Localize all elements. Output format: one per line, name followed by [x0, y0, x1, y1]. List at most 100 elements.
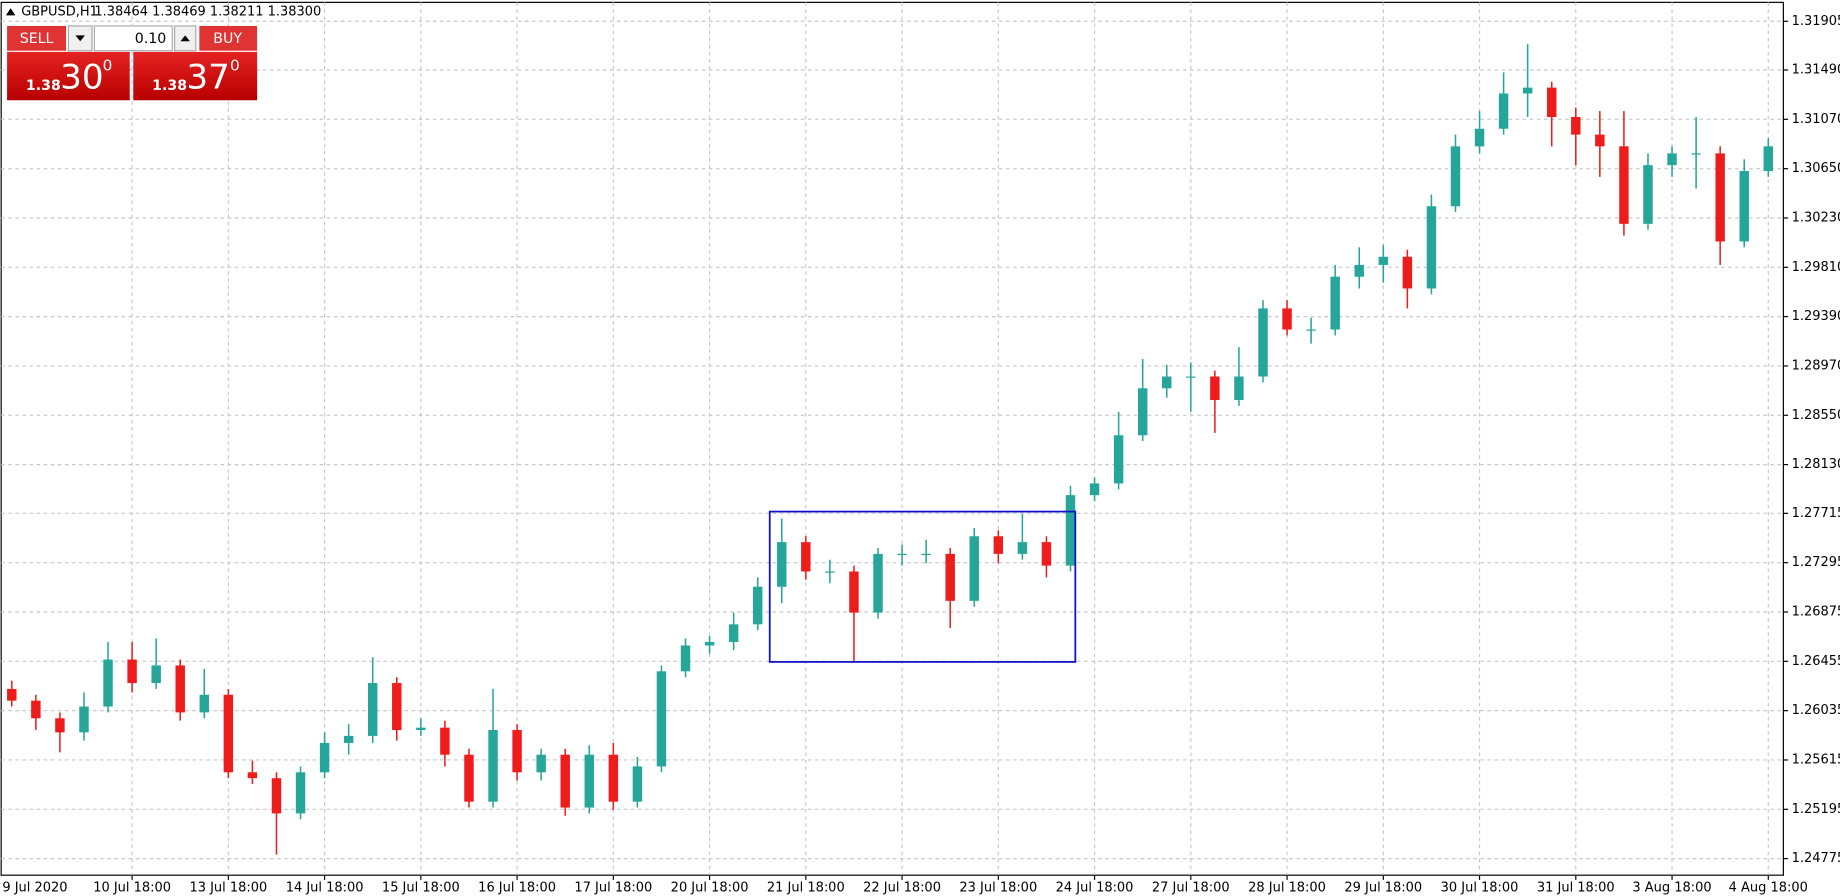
buy-button[interactable] [199, 25, 258, 51]
y-tick-label: 1.28130 [1792, 457, 1840, 472]
candle-body [1113, 435, 1124, 484]
sell-button[interactable] [7, 25, 67, 51]
volume-value: 0.10 [135, 31, 166, 47]
candle-body [945, 553, 955, 601]
candle-body [1667, 153, 1677, 166]
candle-body [1282, 308, 1292, 330]
quote: 1.38464 1.38469 1.38211 1.38300 [94, 4, 321, 19]
bid-prefix: 1.38 [26, 78, 61, 94]
candle-body [79, 706, 89, 733]
x-tick-label: 4 Aug 18:00 [1729, 881, 1808, 896]
candle-body [704, 641, 715, 646]
y-tick-label: 1.31070 [1792, 112, 1840, 127]
y-tick-label: 1.27715 [1792, 506, 1840, 521]
candle-body [1210, 376, 1220, 401]
candle-body [1137, 388, 1148, 436]
candle-body [7, 688, 17, 701]
candle-body [632, 766, 643, 802]
candle-body [440, 727, 450, 755]
x-tick-label: 3 Aug 18:00 [1632, 881, 1711, 896]
y-tick-label: 1.26875 [1792, 604, 1840, 619]
x-tick-label: 21 Jul 18:00 [767, 881, 845, 896]
candle-body [1619, 146, 1629, 224]
candle-body [1763, 146, 1774, 172]
buy-label: BUY [213, 31, 242, 47]
candle-body [151, 665, 161, 684]
x-tick-label: 15 Jul 18:00 [382, 881, 460, 896]
candle-body [921, 553, 931, 556]
ask-box[interactable] [133, 51, 258, 101]
candle-body [825, 571, 835, 573]
candles [7, 44, 1774, 855]
y-tick-label: 1.29810 [1792, 260, 1840, 275]
x-tick-label: 28 Jul 18:00 [1248, 881, 1326, 896]
candle-body [1595, 134, 1605, 147]
candle-body [1426, 206, 1437, 289]
trade-panel: SELL 0.10 BUY 1.38 30 0 1.38 37 0 [7, 25, 258, 101]
y-tick-label: 1.25615 [1792, 752, 1840, 767]
y-tick-label: 1.28550 [1792, 408, 1840, 423]
candle-body [752, 586, 763, 625]
candle-body [1402, 256, 1413, 289]
candle-body [512, 730, 522, 773]
bid-box[interactable] [7, 51, 130, 101]
ask-sup: 0 [230, 57, 240, 75]
y-tick-label: 1.25195 [1792, 802, 1840, 817]
candle-body [127, 659, 137, 684]
x-tick-label: 27 Jul 18:00 [1152, 881, 1230, 896]
y-tick-label: 1.30650 [1792, 161, 1840, 176]
candle-body [1571, 116, 1581, 135]
bid-big: 30 [60, 58, 104, 98]
candle-body [175, 665, 185, 713]
y-tick-label: 1.28970 [1792, 358, 1840, 373]
up-arrow [180, 35, 190, 42]
plot-area [0, 1, 1784, 876]
volume-input[interactable] [93, 25, 173, 52]
y-tick-label: 1.31905 [1792, 14, 1840, 29]
candle-body [392, 683, 402, 731]
x-tick-label: 31 Jul 18:00 [1537, 881, 1615, 896]
candle-body [1041, 542, 1052, 566]
bid-sup: 0 [103, 57, 113, 75]
candle-body [873, 553, 883, 613]
candle-body [55, 718, 65, 733]
candle-body [656, 671, 667, 767]
candle-body [1162, 376, 1172, 389]
candle-body [1354, 264, 1364, 277]
y-tick-label: 1.26455 [1792, 654, 1840, 669]
candle-body [416, 727, 426, 731]
x-tick-label: 13 Jul 18:00 [189, 881, 267, 896]
candle-body [1306, 329, 1316, 331]
x-tick-label: 22 Jul 18:00 [863, 881, 941, 896]
candle-body [199, 694, 210, 713]
annotation-rectangle [768, 510, 1077, 663]
candle-body [1450, 146, 1461, 207]
candle-body [1065, 495, 1076, 566]
candle-body [1474, 128, 1485, 147]
x-tick-label: 29 Jul 18:00 [1344, 881, 1422, 896]
collapse-icon[interactable] [5, 8, 16, 16]
candle-body [584, 754, 594, 808]
x-tick-label: 30 Jul 18:00 [1441, 881, 1519, 896]
candle-body [1522, 87, 1533, 94]
candle-body [295, 772, 306, 814]
candle-body [969, 536, 979, 601]
x-tick-label: 16 Jul 18:00 [478, 881, 556, 896]
candle-body [1089, 483, 1100, 496]
symbol: GBPUSD,H1 [21, 4, 98, 19]
sell-label: SELL [20, 31, 54, 47]
candle-body [1017, 542, 1028, 554]
candle-body [608, 754, 619, 802]
ask-big: 37 [186, 58, 230, 98]
candle-body [464, 754, 474, 802]
candle-body [488, 730, 498, 802]
x-tick-label: 23 Jul 18:00 [959, 881, 1037, 896]
candle-body [1691, 153, 1701, 155]
candle-body [1378, 256, 1389, 265]
x-tick-label: 24 Jul 18:00 [1056, 881, 1134, 896]
y-tick-label: 1.31490 [1792, 63, 1840, 78]
candle-body [1258, 308, 1268, 377]
candle-body [897, 553, 907, 556]
